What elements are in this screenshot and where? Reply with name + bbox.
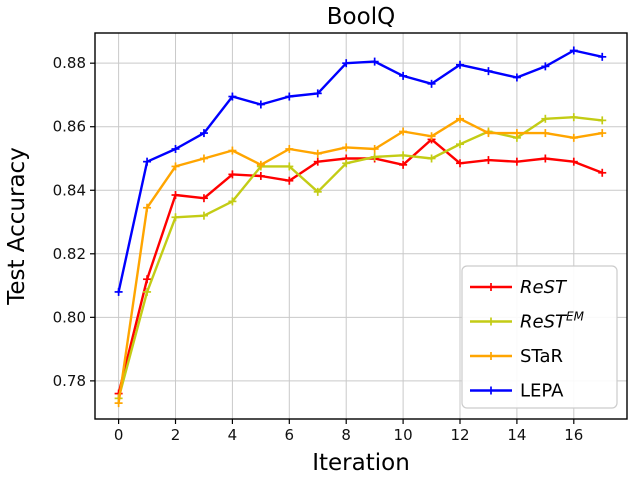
- legend-box: [461, 265, 618, 409]
- x-tick-label: 16: [564, 426, 583, 444]
- gridlines: [95, 33, 627, 419]
- y-tick-label: 0.80: [53, 308, 86, 326]
- y-tick-label: 0.88: [53, 54, 86, 72]
- series-rest: [114, 135, 607, 398]
- series-star: [114, 114, 607, 408]
- legend-item-star: STaR: [470, 346, 563, 367]
- x-tick-label: 0: [114, 426, 124, 444]
- data-series: [114, 46, 607, 408]
- y-tick-label: 0.84: [53, 181, 86, 199]
- x-tick-label: 6: [285, 426, 295, 444]
- legend-label-lepa: LEPA: [520, 381, 564, 402]
- legend: ReST ReSTEM STaR LEPA: [461, 265, 618, 409]
- legend-label-rest: ReST: [520, 277, 568, 298]
- x-tick-label: 10: [394, 426, 413, 444]
- x-tick-label: 8: [341, 426, 351, 444]
- x-tick-label: 14: [507, 426, 526, 444]
- legend-item-lepa: LEPA: [470, 381, 564, 402]
- x-axis-label: Iteration: [312, 450, 410, 476]
- x-tick-label: 4: [228, 426, 238, 444]
- axes-spines-and-ticks: 0 2 4 6 8 10 12 14 16 0.78 0.80 0.82 0.84 0.86 0.88: [53, 32, 628, 444]
- series-lepa: [114, 46, 607, 296]
- series-rest-em: [114, 113, 607, 403]
- series-line-lepa: [117, 49, 604, 294]
- legend-label-rest-em: ReSTEM: [520, 310, 585, 333]
- legend-item-rest: ReST: [470, 277, 568, 298]
- series-line-star: [117, 117, 604, 405]
- y-axis-label: Test Accuracy: [4, 147, 30, 306]
- series-line-rest: [117, 138, 604, 395]
- chart-title: BoolQ: [327, 4, 395, 30]
- y-tick-label: 0.82: [53, 245, 86, 263]
- legend-item-rest-em: ReSTEM: [470, 310, 585, 333]
- plot-border: [94, 32, 628, 420]
- series-line-rest-em: [117, 115, 604, 400]
- legend-label-star: STaR: [520, 346, 563, 367]
- x-tick-label: 2: [171, 426, 181, 444]
- y-tick-label: 0.78: [53, 372, 86, 390]
- x-tick-label: 12: [450, 426, 469, 444]
- y-tick-label: 0.86: [53, 118, 86, 136]
